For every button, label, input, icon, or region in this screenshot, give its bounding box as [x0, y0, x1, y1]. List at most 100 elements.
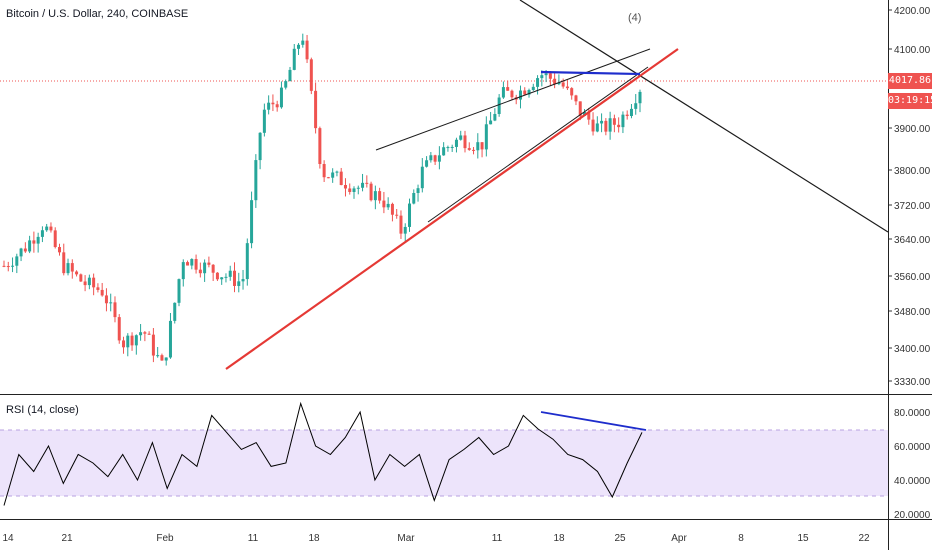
candle-body — [66, 263, 70, 274]
candle-body — [314, 90, 318, 129]
candle-body — [254, 160, 258, 201]
candle-body — [565, 86, 569, 89]
time-tick-label: 25 — [614, 533, 626, 544]
candle-body — [173, 302, 177, 321]
candle-body — [352, 188, 356, 192]
candle-body — [151, 334, 155, 356]
candle-body — [2, 265, 6, 267]
candle-body — [561, 82, 565, 87]
candle-body — [608, 118, 612, 132]
candle-body — [523, 90, 527, 95]
candle-body — [416, 188, 420, 194]
candle-body — [369, 183, 373, 201]
candle-body — [177, 279, 181, 303]
candle-body — [493, 113, 497, 121]
candle-body — [143, 332, 147, 334]
resistance-line — [540, 70, 641, 76]
candle-body — [595, 123, 599, 132]
candle-body — [604, 120, 608, 132]
candle-body — [536, 78, 540, 87]
candle-body — [275, 104, 279, 108]
time-tick-label: Feb — [156, 533, 174, 544]
time-tick-label: 18 — [308, 533, 320, 544]
price-tick-label: 3400.00 — [894, 344, 931, 355]
candle-body — [322, 164, 326, 178]
candle-body — [361, 182, 365, 188]
candle-body — [378, 191, 382, 201]
candle-body — [399, 215, 403, 234]
rsi-tick-label: 20.0000 — [894, 510, 931, 521]
candle-body — [629, 108, 633, 117]
candle-body — [186, 262, 190, 266]
candle-body — [365, 182, 369, 184]
candle-body — [395, 214, 399, 216]
candle-body — [250, 200, 254, 244]
candle-body — [403, 226, 407, 234]
price-tick-label: 3640.00 — [894, 235, 931, 246]
candle-body — [489, 120, 493, 125]
time-tick-label: 11 — [248, 533, 259, 544]
candle-body — [454, 139, 458, 147]
time-tick-label: 22 — [858, 533, 870, 544]
wave-label: (4) — [628, 12, 642, 24]
rsi-line — [3, 401, 643, 506]
time-tick-label: 8 — [738, 533, 744, 544]
candle-body — [215, 272, 219, 280]
candle-body — [612, 118, 616, 125]
candle-body — [518, 90, 522, 100]
candle-body — [160, 355, 164, 361]
candle-body — [638, 91, 642, 104]
time-axis-ticks: 14 21 Feb 11 18 Mar 11 18 25 Apr 8 15 22 — [2, 533, 870, 544]
candle-body — [531, 86, 535, 91]
candle-body — [271, 102, 275, 105]
candle-body — [113, 302, 117, 318]
candle-body — [544, 73, 548, 76]
price-tick-label: 4200.00 — [894, 6, 931, 17]
rsi-title: RSI (14, close) — [6, 404, 79, 416]
candle-body — [331, 172, 335, 178]
candle-body — [79, 274, 83, 282]
candle-body — [11, 265, 15, 267]
last-price-tag: 4017.86 — [888, 73, 932, 89]
candle-body — [228, 270, 232, 277]
candle-body — [420, 166, 424, 189]
candle-body — [437, 155, 441, 162]
candle-body — [75, 271, 79, 275]
candle-body — [83, 281, 87, 286]
candle-body — [6, 266, 10, 268]
candle-body — [292, 48, 296, 70]
candle-body — [32, 240, 36, 244]
candle-body — [147, 333, 151, 335]
candle-body — [305, 40, 309, 60]
candle-body — [23, 248, 27, 252]
candle-body — [412, 193, 416, 204]
candle-body — [241, 279, 245, 282]
time-tick-label: 14 — [2, 533, 14, 544]
rsi-tick-label: 80.0000 — [894, 408, 931, 419]
candle-body — [70, 263, 74, 272]
candle-body — [130, 335, 134, 346]
candle-body — [203, 262, 207, 274]
candle-body — [139, 332, 143, 336]
countdown-tag: 03:19:15 — [888, 93, 932, 109]
rsi-tick-label: 60.0000 — [894, 442, 931, 453]
candle-body — [463, 135, 467, 149]
candle-body — [297, 44, 301, 49]
candle-body — [548, 73, 552, 79]
price-tick-label: 3720.00 — [894, 201, 931, 212]
candle-body — [570, 88, 574, 96]
candle-body — [279, 87, 283, 108]
candle-body — [28, 240, 32, 252]
candle-body — [339, 171, 343, 186]
candle-body — [190, 259, 194, 266]
candle-body — [198, 269, 202, 274]
time-tick-label: 11 — [492, 533, 503, 544]
candle-body — [134, 335, 138, 346]
candle-body — [501, 87, 505, 98]
candle-body — [245, 243, 249, 280]
candle-body — [45, 226, 49, 231]
candle-body — [617, 124, 621, 128]
candle-body — [386, 203, 390, 208]
